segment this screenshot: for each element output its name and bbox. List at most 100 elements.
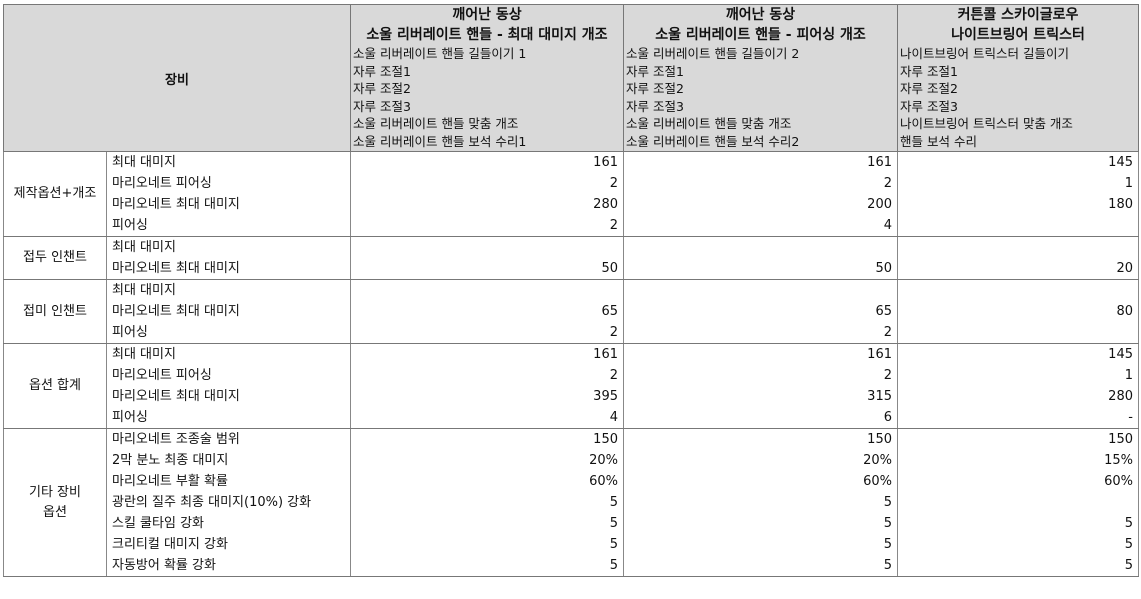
value-cell: 65: [623, 301, 898, 322]
value-cell: [897, 236, 1139, 258]
column-item: 나이트브링어 트릭스터 맞춤 개조: [900, 116, 1073, 131]
value-cell: [623, 236, 898, 258]
spec-table: 장비 깨어난 동상 소울 리버레이트 핸들 - 최대 대미지 개조 소울 리버레이트…: [3, 4, 1139, 577]
row: 자동방어 확률 강화 5 5 5: [4, 555, 1139, 577]
value-cell: 150: [350, 428, 624, 450]
value-cell: 2: [623, 322, 898, 344]
column-item: 소울 리버레이트 핸들 길들이기 1: [353, 46, 527, 61]
value-cell: 5: [897, 513, 1139, 534]
row-label: 마리오네트 조종술 범위: [106, 428, 351, 450]
header-label: 장비: [3, 4, 351, 152]
value-cell: 20%: [350, 450, 624, 471]
value-cell: [623, 279, 898, 301]
row: 크리티컬 대미지 강화 5 5 5: [4, 534, 1139, 555]
row: 마리오네트 피어싱 2 2 1: [4, 365, 1139, 386]
column-item: 자루 조절1: [353, 63, 411, 79]
row: 마리오네트 최대 대미지 395 315 280: [4, 386, 1139, 407]
value-cell: 5: [897, 534, 1139, 555]
row: 광란의 질주 최종 대미지(10%) 강화 5 5: [4, 492, 1139, 513]
value-cell: 2: [623, 173, 898, 194]
row-label: 스킬 쿨타임 강화: [106, 513, 351, 534]
row-label: 마리오네트 피어싱: [106, 365, 351, 386]
value-cell: 2: [350, 322, 624, 344]
value-cell: 20%: [623, 450, 898, 471]
value-cell: [897, 215, 1139, 237]
row: 스킬 쿨타임 강화 5 5 5: [4, 513, 1139, 534]
value-cell: 395: [350, 386, 624, 407]
value-cell: 5: [623, 513, 898, 534]
value-cell: 145: [897, 151, 1139, 173]
row-label: 마리오네트 최대 대미지: [106, 386, 351, 407]
value-cell: 2: [350, 173, 624, 194]
value-cell: 2: [350, 365, 624, 386]
column-item: 자루 조절1: [626, 63, 684, 79]
row: 접두 인챈트 최대 대미지: [3, 236, 1139, 280]
row: 마리오네트 최대 대미지 50 50 20: [4, 258, 1139, 280]
value-cell: 280: [350, 194, 624, 215]
value-cell: [897, 492, 1139, 513]
row-label: 마리오네트 최대 대미지: [106, 194, 351, 215]
value-cell: [897, 279, 1139, 301]
row-label: 2막 분노 최종 대미지: [106, 450, 351, 471]
group-name-line: 접미 인챈트: [23, 303, 87, 319]
column-title: 나이트브링어 트릭스터: [951, 27, 1085, 43]
value-cell: [350, 279, 624, 301]
row: 2막 분노 최종 대미지 20% 20% 15%: [4, 450, 1139, 471]
column-header: 커튼콜 스카이글로우 나이트브링어 트릭스터 나이트브링어 트릭스터 길들이기 자루 …: [897, 4, 1139, 152]
group-name: 기타 장비 옵션: [3, 428, 107, 577]
value-cell: 1: [897, 173, 1139, 194]
row: 피어싱 2 4: [4, 215, 1139, 237]
group-name: 옵션 합계: [3, 343, 107, 429]
value-cell: 4: [350, 407, 624, 429]
row: 접미 인챈트 최대 대미지: [3, 279, 1139, 344]
row: 마리오네트 최대 대미지 65 65 80: [4, 301, 1139, 322]
value-cell: 5: [350, 492, 624, 513]
value-cell: 80: [897, 301, 1139, 322]
row-label: 피어싱: [106, 407, 351, 429]
row: 제작옵션+개조 최대 대미지 161 161 145: [3, 151, 1139, 237]
header-row: 장비 깨어난 동상 소울 리버레이트 핸들 - 최대 대미지 개조 소울 리버레이트…: [3, 4, 1139, 152]
value-cell: 161: [350, 151, 624, 173]
value-cell: 65: [350, 301, 624, 322]
column-title: 소울 리버레이트 핸들 - 피어싱 개조: [655, 27, 866, 43]
column-title: 소울 리버레이트 핸들 - 최대 대미지 개조: [366, 27, 608, 43]
row-label: 최대 대미지: [106, 151, 351, 173]
column-title: 깨어난 동상: [452, 7, 522, 23]
value-cell: 5: [623, 492, 898, 513]
row-label: 최대 대미지: [106, 343, 351, 365]
page: 장비 깨어난 동상 소울 리버레이트 핸들 - 최대 대미지 개조 소울 리버레이트…: [0, 4, 1141, 599]
value-cell: 315: [623, 386, 898, 407]
value-cell: 5: [623, 534, 898, 555]
row-label: 피어싱: [106, 215, 351, 237]
group-name-line: 제작옵션+개조: [13, 186, 97, 201]
value-cell: 5: [350, 555, 624, 577]
value-cell: 60%: [897, 471, 1139, 492]
value-cell: 145: [897, 343, 1139, 365]
row: 마리오네트 피어싱 2 2 1: [4, 173, 1139, 194]
value-cell: 161: [623, 151, 898, 173]
column-item: 자루 조절3: [900, 98, 958, 114]
column-item: 소울 리버레이트 핸들 보석 수리2: [626, 133, 800, 149]
row-label: 마리오네트 피어싱: [106, 173, 351, 194]
column-item: 자루 조절2: [353, 81, 411, 96]
value-cell: 60%: [350, 471, 624, 492]
group-name-line: 기타 장비: [29, 484, 81, 500]
row-label: 최대 대미지: [106, 279, 351, 301]
value-cell: 2: [623, 365, 898, 386]
value-cell: 5: [623, 555, 898, 577]
row: 피어싱 4 6-: [4, 407, 1139, 429]
row-label: 크리티컬 대미지 강화: [106, 534, 351, 555]
value-cell: 5: [350, 513, 624, 534]
value-cell: 50: [350, 258, 624, 280]
column-item: 자루 조절1: [900, 63, 958, 79]
value-cell: 1: [897, 365, 1139, 386]
column-item: 핸들 보석 수리: [900, 133, 977, 149]
value-cell: 161: [350, 343, 624, 365]
row-label: 마리오네트 최대 대미지: [106, 258, 351, 280]
value-cell: 161: [623, 343, 898, 365]
value-cell: 5: [350, 534, 624, 555]
row-label: 피어싱: [106, 322, 351, 344]
column-header: 깨어난 동상 소울 리버레이트 핸들 - 피어싱 개조 소울 리버레이트 핸들 길들…: [623, 4, 898, 152]
column-item: 소울 리버레이트 핸들 맞춤 개조: [626, 116, 792, 131]
